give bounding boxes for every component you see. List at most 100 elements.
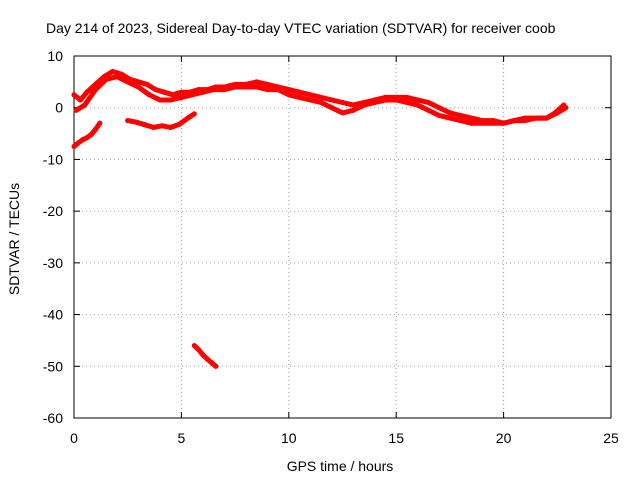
data-point (211, 87, 217, 93)
data-point (350, 102, 356, 108)
data-point (350, 107, 356, 113)
data-point (71, 144, 77, 149)
data-point (340, 100, 345, 105)
data-point (425, 100, 431, 105)
y-tick-label: -10 (43, 151, 63, 167)
data-point (125, 118, 131, 124)
data-point (73, 107, 79, 113)
data-point (511, 118, 517, 124)
data-point (157, 97, 163, 103)
x-tick-label: 5 (178, 430, 186, 446)
data-point (404, 94, 410, 100)
y-tick-label: 0 (55, 100, 63, 116)
y-tick-label: -50 (43, 358, 63, 374)
data-point (479, 120, 485, 126)
data-point (168, 124, 174, 130)
data-point (264, 81, 270, 87)
data-point (114, 74, 120, 80)
data-point (307, 92, 313, 98)
data-point (232, 84, 238, 90)
data-point (254, 79, 260, 85)
data-point (297, 94, 302, 100)
plot-frame (73, 55, 612, 419)
data-point (153, 87, 159, 93)
data-point (110, 69, 116, 74)
data-point (82, 102, 88, 108)
data-point (178, 89, 184, 95)
data-point (133, 119, 139, 125)
data-point (144, 81, 150, 87)
y-tick-label: -30 (43, 255, 63, 271)
data-point (522, 118, 528, 124)
data-point (329, 97, 335, 103)
data-point (329, 105, 335, 111)
chart-title: Day 214 of 2023, Sidereal Day-to-day VTE… (46, 20, 556, 36)
y-tick-label: 10 (47, 48, 63, 64)
data-point (71, 92, 77, 98)
x-tick-label: 10 (281, 430, 297, 446)
data-point (209, 360, 214, 366)
data-point (490, 120, 496, 126)
data-point (436, 105, 442, 111)
y-tick-label: -60 (43, 410, 63, 426)
data-point (191, 343, 197, 349)
data-point (88, 132, 94, 138)
data-point (254, 84, 260, 90)
data-point (544, 115, 550, 121)
y-tick-label: -40 (43, 307, 63, 323)
data-point (178, 94, 184, 100)
data-point (75, 140, 81, 146)
data-point (415, 102, 421, 108)
data-point (533, 115, 539, 121)
data-point (93, 126, 98, 132)
data-point (200, 89, 206, 95)
data-point (161, 89, 167, 95)
data-point (159, 123, 165, 129)
data-point (318, 94, 324, 100)
data-point (204, 356, 210, 362)
data-point (318, 100, 324, 105)
data-point (84, 135, 90, 141)
data-point (243, 84, 249, 90)
data-point (200, 352, 206, 358)
data-point (286, 92, 292, 98)
x-tick-label: 25 (603, 430, 619, 446)
data-point (554, 110, 560, 116)
data-point (307, 97, 313, 103)
data-point (264, 87, 270, 93)
data-point (103, 76, 109, 82)
x-tick-labels: 0 5 10 15 20 25 (70, 430, 619, 446)
data-point (297, 89, 302, 95)
data-point (286, 87, 292, 93)
data-point (151, 124, 156, 130)
data-point (447, 115, 453, 121)
x-tick-label: 15 (388, 430, 404, 446)
data-point (93, 87, 98, 93)
data-point (501, 120, 507, 126)
data-point (80, 137, 86, 143)
data-point (176, 121, 182, 127)
data-point (447, 110, 453, 116)
x-tick-label: 20 (496, 430, 512, 446)
data-point (468, 115, 474, 121)
data-point (404, 100, 410, 105)
data-point (425, 107, 431, 113)
data-series (71, 69, 569, 369)
y-tick-label: -20 (43, 203, 63, 219)
data-point (77, 97, 83, 103)
data-point (340, 110, 345, 116)
data-point (135, 84, 141, 90)
data-point (84, 89, 90, 95)
x-tick-label: 0 (70, 430, 78, 446)
data-point (135, 79, 141, 85)
data-point (458, 118, 464, 124)
data-point (221, 87, 227, 93)
data-point (118, 71, 124, 77)
data-point (458, 113, 464, 118)
data-point (191, 111, 197, 117)
data-point (415, 97, 421, 103)
data-point (97, 120, 103, 126)
data-point (468, 120, 474, 126)
data-point (170, 92, 176, 98)
